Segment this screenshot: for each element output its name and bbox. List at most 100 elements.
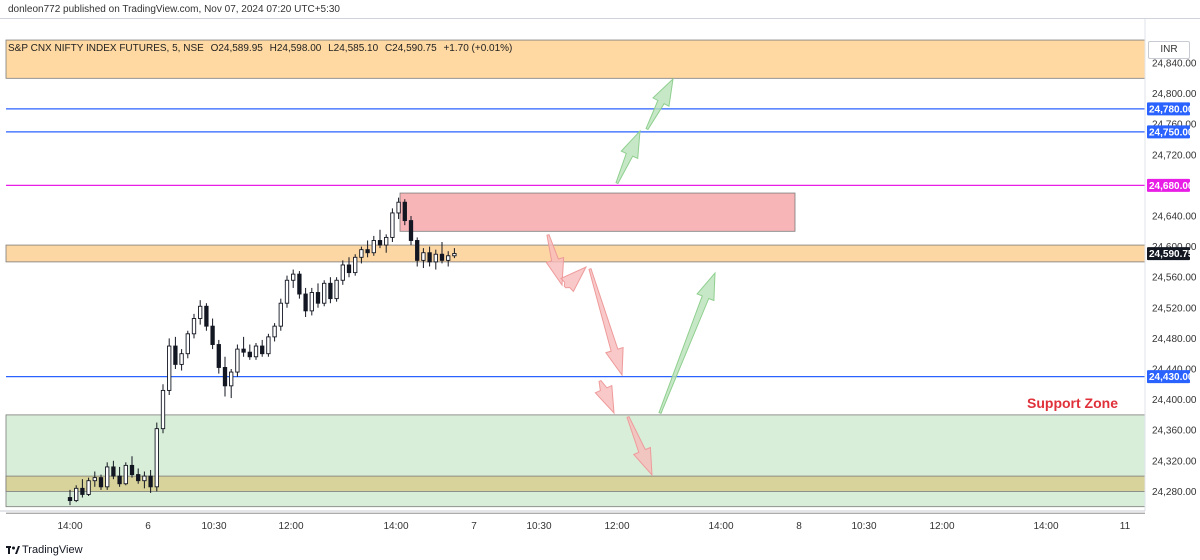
candle — [297, 273, 302, 295]
time-tick-label: 10:30 — [201, 521, 226, 532]
price-tick-label: 24,800.00 — [1152, 89, 1197, 100]
level-price-tag-bg — [1147, 370, 1190, 384]
legend-low: L24,585.10 — [328, 43, 379, 54]
footer: TradingView — [0, 540, 1200, 560]
candle — [154, 428, 159, 488]
candle — [272, 325, 277, 338]
candle — [340, 264, 345, 281]
candle — [260, 345, 265, 355]
candle — [377, 240, 383, 246]
candle — [278, 302, 283, 327]
candle — [433, 253, 438, 263]
candle — [328, 282, 333, 300]
candle — [334, 279, 339, 300]
candle — [198, 305, 203, 319]
zone-support — [5, 414, 1146, 508]
candle — [291, 273, 296, 281]
candle — [98, 477, 104, 488]
symbol-legend: S&P CNX NIFTY INDEX FUTURES, 5, NSE O24,… — [8, 43, 516, 54]
green-arrow — [658, 271, 716, 415]
candle — [86, 480, 91, 495]
candle — [359, 249, 364, 258]
red-arrow — [545, 234, 565, 287]
levels-layer — [6, 108, 1145, 378]
last-price-tag: 24,590.75 — [1149, 249, 1194, 260]
candle — [452, 253, 457, 257]
support-zone-label: Support Zone — [1027, 395, 1118, 411]
candle — [266, 336, 271, 355]
zone-current-zone — [5, 244, 1146, 263]
candle — [446, 255, 451, 261]
price-tick-label: 24,280.00 — [1152, 487, 1197, 498]
candle — [204, 305, 209, 327]
candle — [439, 253, 445, 261]
candle — [160, 389, 166, 430]
zone-resistance-box — [399, 192, 796, 232]
price-chart[interactable]: 24,840.00 24,800.00 24,760.00 24,720.00 24,6… — [0, 19, 1200, 541]
time-tick-label: 8 — [796, 521, 802, 532]
candle — [179, 353, 184, 365]
legend-symbol: S&P CNX NIFTY INDEX FUTURES, 5, NSE — [8, 43, 204, 54]
candle — [384, 236, 389, 246]
candle — [353, 256, 358, 274]
candle — [241, 348, 246, 353]
candle — [309, 292, 314, 312]
red-arrow — [560, 265, 588, 293]
price-tick-label: 24,400.00 — [1152, 395, 1197, 406]
candle — [247, 351, 252, 358]
price-tick-label: 24,840.00 — [1152, 59, 1197, 70]
zone-support-core — [5, 475, 1146, 492]
candle — [284, 279, 290, 304]
red-arrow — [588, 268, 624, 377]
candle — [346, 264, 352, 274]
legend-high: H24,598.00 — [269, 43, 322, 54]
brand-name: TradingView — [22, 544, 83, 556]
time-tick-label: 14:00 — [1033, 521, 1058, 532]
price-tick-label: 24,760.00 — [1152, 120, 1197, 131]
level-price-tag-bg — [1147, 102, 1190, 116]
candle — [105, 466, 110, 488]
candle — [390, 212, 395, 238]
candle — [408, 220, 414, 241]
red-arrow — [626, 415, 653, 477]
time-tick-label: 7 — [471, 521, 477, 532]
tradingview-logo-icon — [6, 546, 20, 554]
legend-change: +1.70 (+0.01%) — [443, 43, 513, 54]
arrows-layer — [545, 77, 716, 477]
level-price-tag: 24,430.00 — [1149, 372, 1194, 383]
level-price-tag: 24,780.00 — [1149, 104, 1194, 115]
candle — [148, 475, 153, 488]
price-tags: 24,780.00 24,750.00 24,680.00 24,430.00 24,5… — [1147, 102, 1194, 384]
time-tick-label: 11 — [1120, 521, 1131, 532]
candle — [365, 249, 370, 254]
candle — [111, 466, 116, 477]
candle — [415, 240, 420, 261]
candle — [142, 475, 147, 482]
candle — [322, 282, 327, 304]
candle — [136, 474, 141, 482]
price-tick-label: 24,720.00 — [1152, 150, 1197, 161]
zone-supply — [5, 39, 1146, 79]
price-tick-label: 24,480.00 — [1152, 334, 1197, 345]
price-tick-label: 24,520.00 — [1152, 303, 1197, 314]
candle — [117, 475, 122, 485]
candle — [222, 367, 228, 387]
publish-info: donleon772 published on TradingView.com,… — [8, 4, 340, 15]
candle — [396, 201, 401, 214]
green-arrow — [615, 129, 641, 185]
candle — [315, 292, 321, 304]
candle — [427, 252, 432, 263]
zones-layer — [5, 39, 1146, 514]
level-price-tag-bg — [1147, 178, 1190, 192]
candle — [216, 344, 221, 368]
last-price-tag-bg — [1147, 247, 1190, 261]
chart-area[interactable]: 24,840.00 24,800.00 24,760.00 24,720.00 24,6… — [0, 18, 1200, 541]
candle — [173, 345, 178, 365]
legend-close: C24,590.75 — [384, 43, 437, 54]
candle — [92, 477, 97, 482]
candle — [210, 325, 215, 345]
candle — [229, 371, 234, 387]
currency-selector[interactable]: INR — [1148, 41, 1190, 59]
candle — [402, 201, 407, 222]
price-tick-label: 24,640.00 — [1152, 212, 1197, 223]
